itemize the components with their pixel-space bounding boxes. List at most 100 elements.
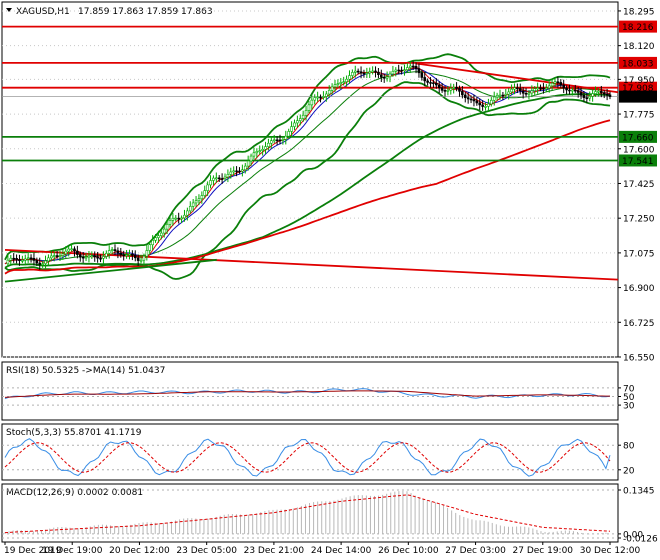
ohlc-label: 17.859 17.863 17.859 17.863 (78, 7, 213, 17)
candle-body (284, 135, 288, 140)
candle-body (345, 78, 348, 83)
sub-axis-label: 50 (623, 393, 635, 403)
candle-body (188, 206, 192, 212)
stoch-signal-line (4, 442, 611, 473)
stoch-main-line (4, 438, 611, 477)
candle-body (316, 96, 319, 99)
candle-body (469, 98, 473, 101)
candle-body (209, 180, 212, 186)
candle-body (472, 99, 476, 102)
price-axis-label: 17.425 (623, 180, 655, 190)
candle-body (516, 87, 519, 90)
support-trendline (4, 258, 217, 283)
candle-body (47, 257, 50, 262)
candle-body (287, 131, 290, 137)
candle-body (437, 84, 441, 89)
rsi-panel-frame (1, 361, 619, 421)
time-axis-label: 19 Dec 2019 (4, 546, 62, 556)
price-axis-label: 16.900 (623, 284, 655, 294)
candle-body (307, 104, 311, 111)
candle-body (518, 88, 522, 92)
candle-body (281, 139, 285, 141)
candle-body (481, 104, 484, 107)
candle-body (136, 257, 140, 261)
candle-body (446, 89, 450, 92)
candle-body (374, 70, 377, 73)
candle-body (492, 96, 496, 101)
candle-body (573, 89, 577, 92)
candle-body (605, 93, 609, 96)
candle-body (55, 255, 59, 257)
time-axis-label: 19 Dec 19:00 (42, 546, 103, 556)
candle-body (458, 88, 461, 92)
candle-body (510, 88, 513, 93)
candle-body (238, 170, 241, 173)
macd-signal-line (4, 494, 611, 534)
candle-body (261, 148, 264, 151)
candle-body (44, 260, 47, 264)
candle-body (235, 170, 238, 173)
candle-body (52, 255, 56, 257)
price-axis-label: 18.120 (623, 42, 655, 52)
current-price-tag (619, 90, 657, 103)
candle-body (223, 176, 227, 179)
candle-body (435, 82, 438, 86)
candle-body (296, 120, 299, 124)
price-panel-frame (1, 1, 619, 358)
candle-body (226, 174, 230, 178)
candle-body (359, 71, 363, 74)
candle-body (171, 217, 175, 221)
candle-body (368, 71, 372, 74)
candle-body (484, 106, 487, 108)
dropdown-triangle-icon[interactable] (6, 8, 12, 12)
candle-body (148, 244, 152, 251)
candle-body (365, 72, 369, 75)
candle-body (536, 87, 539, 90)
candle-body (78, 254, 82, 258)
candle-body (524, 92, 528, 95)
sub-axis-label: -0.0126 (623, 535, 658, 545)
candle-body (217, 177, 221, 180)
price-axis-label: 16.725 (623, 319, 655, 329)
time-axis-label: 23 Dec 21:00 (244, 546, 305, 556)
candle-body (594, 91, 597, 94)
candle-body (443, 90, 447, 92)
candle-body (177, 217, 180, 220)
candle-body (461, 91, 464, 96)
candle-body (32, 258, 36, 261)
candle-body (501, 94, 505, 97)
candle-body (264, 146, 267, 150)
candle-body (212, 177, 215, 181)
candle-body (220, 178, 224, 180)
candle-body (203, 190, 207, 196)
candle-body (533, 88, 537, 92)
resistance-price-label: 18.033 (622, 59, 654, 69)
candle-body (70, 248, 73, 251)
candle-body (400, 69, 403, 72)
candle-body (107, 250, 111, 254)
candle-body (151, 240, 154, 246)
candle-body (487, 103, 490, 107)
candle-body (342, 81, 345, 84)
time-axis-label: 27 Dec 19:00 (513, 546, 574, 556)
candle-body (162, 228, 166, 234)
support-price-tag (619, 154, 657, 167)
candle-body (102, 256, 105, 259)
candle-body (119, 252, 123, 256)
candle-body (498, 94, 502, 97)
candle-body (6, 259, 10, 265)
candle-body (597, 91, 600, 93)
candle-body (530, 90, 534, 94)
candle-body (411, 65, 415, 68)
sma-200-line (4, 119, 611, 275)
candle-body (545, 87, 548, 90)
candle-body (12, 257, 15, 260)
price-axis-label: 17.250 (623, 215, 655, 225)
candle-body (252, 152, 256, 157)
candle-body (333, 84, 337, 88)
candle-body (602, 92, 606, 95)
candle-body (429, 82, 432, 84)
candle-body (73, 248, 76, 252)
